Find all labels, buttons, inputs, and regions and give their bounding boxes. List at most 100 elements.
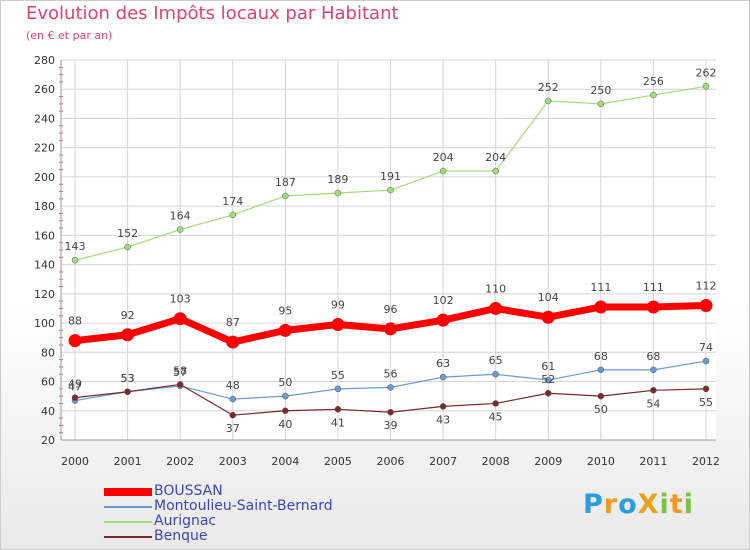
x-tick-label: 2006 [377,455,405,468]
data-point-aurignac [124,243,131,251]
y-tick-label: 160 [34,229,55,242]
legend-swatch [104,488,152,496]
x-tick-label: 2004 [271,455,299,468]
data-label-aurignac: 252 [538,81,559,94]
x-tick-label: 2009 [534,455,562,468]
data-label-benque: 50 [594,403,608,416]
logo-letter: o [618,489,638,520]
data-label-aurignac: 204 [433,151,454,164]
data-point-benque [597,392,605,400]
data-point-aurignac [282,192,289,200]
data-label-aurignac: 152 [117,227,138,240]
logo-letter: i [683,489,694,520]
data-point-montoulieu-saint-bernard [282,392,289,400]
data-point-montoulieu-saint-bernard [650,366,657,374]
x-tick-label: 2003 [219,455,247,468]
data-label-benque: 54 [646,397,660,410]
data-label-boussan: 95 [278,304,292,317]
data-point-aurignac [545,97,552,105]
data-point-montoulieu-saint-bernard [597,366,605,374]
data-label-boussan: 103 [170,293,191,306]
data-label-aurignac: 204 [485,151,506,164]
y-tick-label: 40 [41,405,55,418]
data-label-montoulieu-saint-bernard: 50 [278,376,292,389]
y-tick-label: 220 [34,142,55,155]
legend-label: BOUSSAN [154,483,223,499]
data-point-boussan [541,310,555,324]
x-tick-label: 2001 [114,455,142,468]
data-label-aurignac: 187 [275,176,296,189]
data-point-benque [71,394,79,401]
chart-subtitle: (en € et par an) [26,29,113,42]
legend-label: Aurignac [154,513,217,529]
data-label-boussan: 96 [384,303,398,316]
data-label-benque: 39 [384,419,398,432]
data-point-montoulieu-saint-bernard [702,357,710,365]
data-label-boussan: 112 [696,280,717,293]
data-point-benque [545,389,552,397]
data-point-benque [282,407,289,415]
legend-swatch [104,536,152,538]
data-point-aurignac [439,167,447,175]
logo-letter: X [637,489,660,520]
x-tick-label: 2008 [482,455,510,468]
data-point-aurignac [387,186,394,194]
data-label-aurignac: 174 [222,195,243,208]
data-label-boussan: 92 [121,309,135,322]
data-point-benque [439,403,447,410]
logo-letter: r [603,489,619,520]
data-label-montoulieu-saint-bernard: 55 [331,369,345,382]
data-point-boussan [594,300,608,314]
y-tick-label: 80 [41,346,55,359]
data-label-benque: 52 [541,373,555,386]
legend-item-boussan: BOUSSAN [104,484,404,499]
data-point-montoulieu-saint-bernard [229,395,236,403]
data-point-boussan [646,300,660,314]
proxiti-logo: ProXiti [583,489,694,520]
chart-title: Evolution des Impôts locaux par Habitant [26,3,399,24]
data-label-aurignac: 256 [643,75,664,88]
legend-swatch [104,521,152,523]
data-point-aurignac [176,226,184,233]
legend-label: Benque [154,528,208,544]
data-label-boussan: 110 [485,282,506,295]
data-point-benque [229,411,236,419]
chart-legend: BOUSSAN Montoulieu-Saint-Bernard Aurignac B… [104,484,404,544]
data-label-boussan: 102 [433,294,454,307]
y-tick-label: 280 [34,54,55,67]
data-label-montoulieu-saint-bernard: 74 [699,341,713,354]
data-point-benque [334,406,342,413]
legend-item-benque: Benque [104,529,404,544]
data-label-montoulieu-saint-bernard: 65 [489,354,503,367]
data-point-boussan [173,312,187,326]
data-point-montoulieu-saint-bernard [439,373,447,381]
data-point-aurignac [702,83,710,90]
x-tick-label: 2005 [324,455,352,468]
data-point-aurignac [492,167,499,175]
data-label-aurignac: 143 [65,240,86,253]
data-point-benque [702,385,710,393]
data-point-boussan [331,318,345,332]
y-tick-label: 140 [34,259,55,272]
data-point-aurignac [71,256,79,264]
data-point-boussan [68,334,82,348]
data-point-boussan [278,323,292,337]
legend-label: Montoulieu-Saint-Bernard [154,498,333,514]
data-point-boussan [436,313,450,327]
data-label-montoulieu-saint-bernard: 68 [646,350,660,363]
data-point-aurignac [334,189,342,197]
data-label-aurignac: 191 [380,170,401,183]
data-point-aurignac [650,91,657,99]
data-point-boussan [121,328,135,342]
legend-item-aurignac: Aurignac [104,514,404,529]
data-label-montoulieu-saint-bernard: 53 [121,372,135,385]
data-label-benque: 40 [278,418,292,431]
data-label-boussan: 104 [538,291,559,304]
data-label-boussan: 111 [590,281,611,294]
data-label-benque: 43 [436,413,450,426]
y-tick-label: 180 [34,200,55,213]
x-tick-label: 2012 [692,455,720,468]
data-label-montoulieu-saint-bernard: 56 [384,367,398,380]
data-label-benque: 55 [699,396,713,409]
x-tick-label: 2000 [61,455,89,468]
